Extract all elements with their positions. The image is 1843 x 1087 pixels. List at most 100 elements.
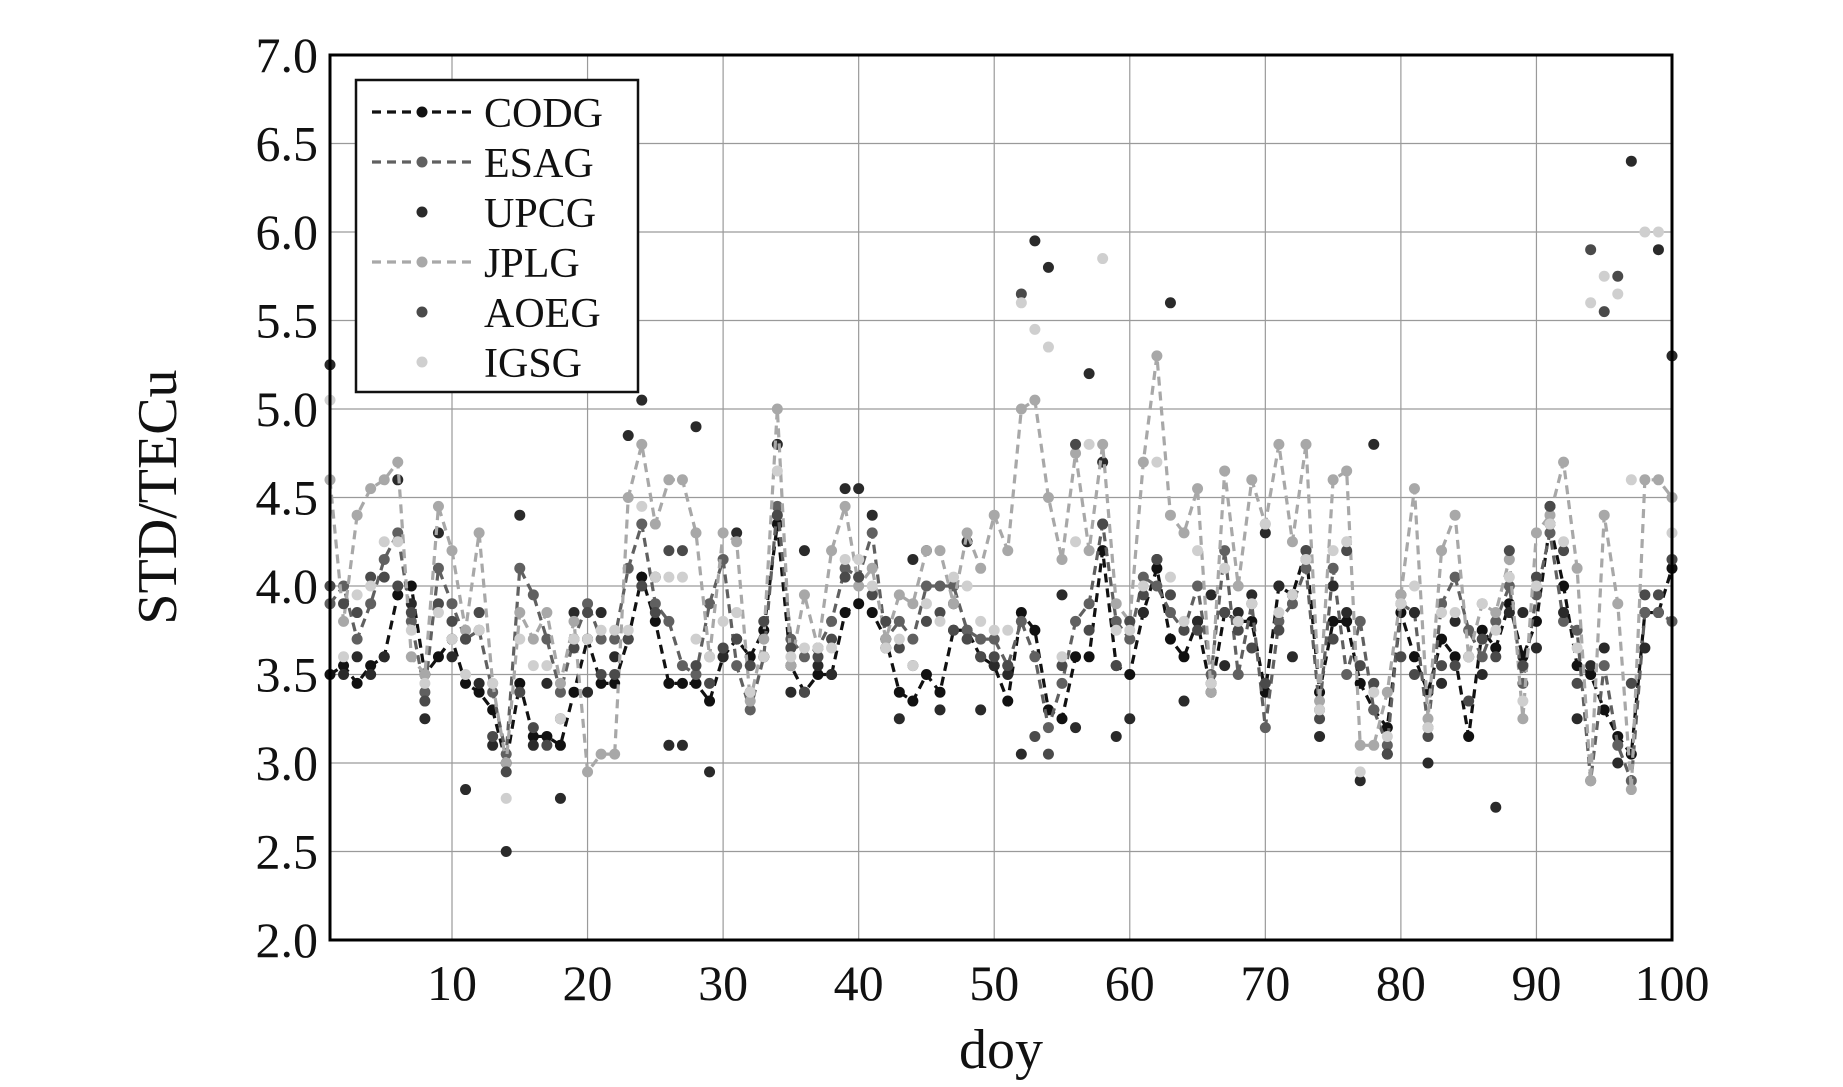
data-point-jplg (1571, 562, 1583, 574)
data-point-jplg (649, 518, 661, 530)
data-point-upcg (1178, 695, 1190, 707)
data-point-codg (636, 571, 648, 583)
legend-entry-igsg: IGSG (416, 341, 582, 387)
data-point-jplg (1219, 465, 1231, 477)
data-point-igsg (948, 571, 960, 583)
data-point-upcg (541, 677, 553, 689)
data-point-igsg (676, 571, 688, 583)
data-point-upcg (1327, 580, 1339, 592)
data-point-upcg (582, 686, 594, 698)
data-point-igsg (853, 553, 865, 565)
data-point-aoeg (1503, 545, 1515, 557)
data-point-igsg (1056, 651, 1068, 663)
data-point-upcg (609, 651, 621, 663)
series-line-codg (329, 523, 1674, 764)
data-point-igsg (1327, 545, 1339, 557)
y-tick-label: 5.5 (256, 293, 319, 349)
data-point-aoeg (1029, 730, 1041, 742)
legend-marker (416, 206, 428, 218)
data-point-aoeg (758, 615, 770, 627)
series-codg (324, 518, 1678, 769)
data-point-igsg (1558, 536, 1570, 548)
data-point-igsg (527, 660, 539, 672)
data-point-codg (663, 677, 675, 689)
data-point-esag (554, 686, 566, 698)
y-tick-label: 4.0 (256, 558, 319, 614)
data-point-igsg (704, 651, 716, 663)
data-point-jplg (1585, 775, 1597, 787)
data-point-esag (1381, 739, 1393, 751)
data-point-aoeg (1530, 571, 1542, 583)
data-point-esag (1476, 651, 1488, 663)
legend-label: JPLG (484, 241, 580, 287)
x-axis-label: doy (959, 1019, 1043, 1081)
data-point-upcg (554, 792, 566, 804)
data-point-aoeg (1232, 624, 1244, 636)
data-point-jplg (460, 624, 472, 636)
data-point-upcg (473, 677, 485, 689)
data-point-igsg (432, 607, 444, 619)
legend-marker (416, 256, 428, 268)
plot-frame (328, 53, 1674, 942)
data-point-upcg (975, 704, 987, 716)
data-point-aoeg (432, 598, 444, 610)
data-point-jplg (365, 483, 377, 495)
legend-label: ESAG (484, 141, 594, 187)
x-tick-label: 20 (563, 955, 613, 1011)
data-point-upcg (853, 483, 865, 495)
data-point-upcg (826, 669, 838, 680)
data-point-igsg (717, 615, 729, 627)
data-point-aoeg (1490, 651, 1502, 663)
data-point-aoeg (649, 607, 661, 619)
data-point-upcg (365, 669, 377, 680)
data-point-aoeg (1612, 270, 1624, 282)
legend-label: UPCG (484, 191, 596, 237)
data-point-jplg (717, 527, 729, 539)
data-point-igsg (636, 500, 648, 512)
data-point-esag (649, 598, 661, 610)
data-point-esag (1056, 677, 1068, 689)
data-point-igsg (1354, 766, 1366, 778)
data-point-jplg (500, 757, 512, 769)
data-point-upcg (812, 660, 824, 672)
data-point-esag (1232, 669, 1244, 680)
data-point-esag (934, 580, 946, 592)
legend-entry-jplg: JPLG (372, 241, 580, 287)
data-point-aoeg (1598, 306, 1610, 318)
y-tick-label: 5.0 (256, 381, 319, 437)
data-point-igsg (568, 633, 580, 645)
data-point-upcg (1530, 642, 1542, 654)
data-point-jplg (1327, 474, 1339, 486)
data-point-jplg (419, 669, 431, 680)
data-point-jplg (338, 615, 350, 627)
data-point-igsg (1314, 704, 1326, 716)
data-point-aoeg (1151, 553, 1163, 565)
data-point-igsg (378, 536, 390, 548)
data-point-upcg (1585, 660, 1597, 672)
data-point-aoeg (378, 571, 390, 583)
data-point-codg (1151, 562, 1163, 574)
data-point-igsg (514, 633, 526, 645)
data-point-jplg (758, 633, 770, 645)
data-point-jplg (1070, 447, 1082, 459)
data-point-upcg (663, 739, 675, 751)
data-point-igsg (1544, 518, 1556, 530)
data-point-codg (690, 677, 702, 689)
data-point-jplg (1368, 739, 1380, 751)
data-point-aoeg (1625, 677, 1637, 689)
data-point-codg (866, 607, 878, 619)
data-point-aoeg (948, 624, 960, 636)
data-point-aoeg (1585, 244, 1597, 256)
data-point-jplg (622, 492, 634, 503)
data-point-igsg (771, 465, 783, 477)
data-point-jplg (1205, 686, 1217, 698)
data-point-igsg (866, 580, 878, 592)
data-point-esag (1327, 562, 1339, 574)
data-point-jplg (731, 536, 743, 548)
data-point-igsg (1110, 624, 1122, 636)
data-point-igsg (1070, 536, 1082, 548)
data-point-igsg (1246, 598, 1258, 610)
data-point-upcg (1015, 748, 1027, 760)
data-point-upcg (798, 545, 810, 557)
